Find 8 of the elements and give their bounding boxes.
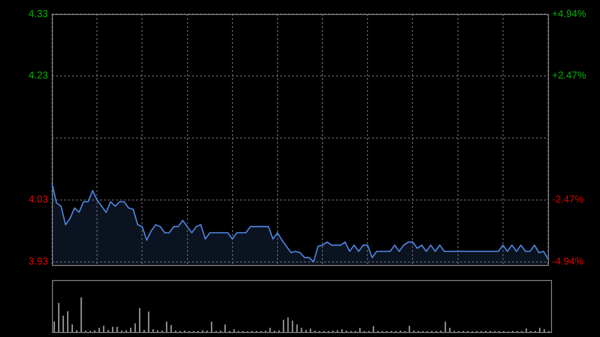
y2-tick-label: -4.94%	[552, 256, 584, 268]
y2-tick-label: +4.94%	[552, 8, 586, 20]
y-tick-label: 4.03	[28, 194, 48, 206]
y-tick-label: 4.33	[28, 8, 48, 20]
y2-tick-label: -2.47%	[552, 194, 584, 206]
y-tick-label: 4.23	[28, 70, 48, 82]
y2-tick-label: +2.47%	[552, 70, 586, 82]
y-tick-label: 3.93	[28, 256, 48, 268]
